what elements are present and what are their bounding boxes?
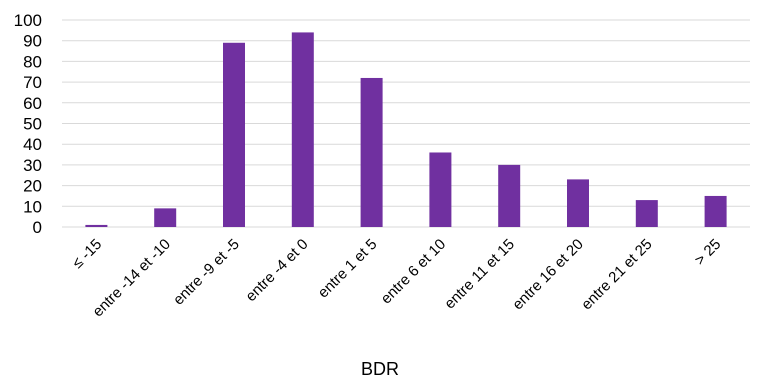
x-category-label: entre 1 et 5 [315,236,381,302]
y-tick-label: 20 [23,177,42,196]
x-axis-title: BDR [361,359,399,379]
bar [567,179,589,227]
bar [429,152,452,227]
x-category-label: > 25 [691,236,724,269]
x-category-label: entre -9 et -5 [170,236,243,309]
x-category-label: entre 21 et 25 [578,236,655,313]
y-tick-label: 40 [23,135,42,154]
bar [635,200,658,227]
y-tick-label: 70 [23,73,42,92]
x-category-label: entre 6 et 10 [378,236,450,308]
x-category-label: entre 11 et 15 [441,236,518,313]
y-tick-label: 90 [23,32,42,51]
x-category-label: entre 16 et 20 [509,236,586,313]
y-tick-label: 60 [23,94,42,113]
bar [223,42,245,227]
bar [291,32,314,227]
bar [154,208,177,227]
gridlines [62,19,750,228]
y-tick-label: 50 [23,115,42,134]
bar [360,77,383,228]
x-category-label: ≤ -15 [69,236,105,272]
y-tick-label: 80 [23,52,42,71]
bar [85,224,108,227]
x-category-label: entre -4 et 0 [242,236,311,305]
y-tick-label: 10 [23,197,42,216]
y-tick-label: 30 [23,156,42,175]
bars [85,32,727,228]
y-tick-label: 0 [33,218,42,237]
y-tick-label: 100 [14,11,42,30]
bar [704,195,727,227]
bar [498,164,521,227]
